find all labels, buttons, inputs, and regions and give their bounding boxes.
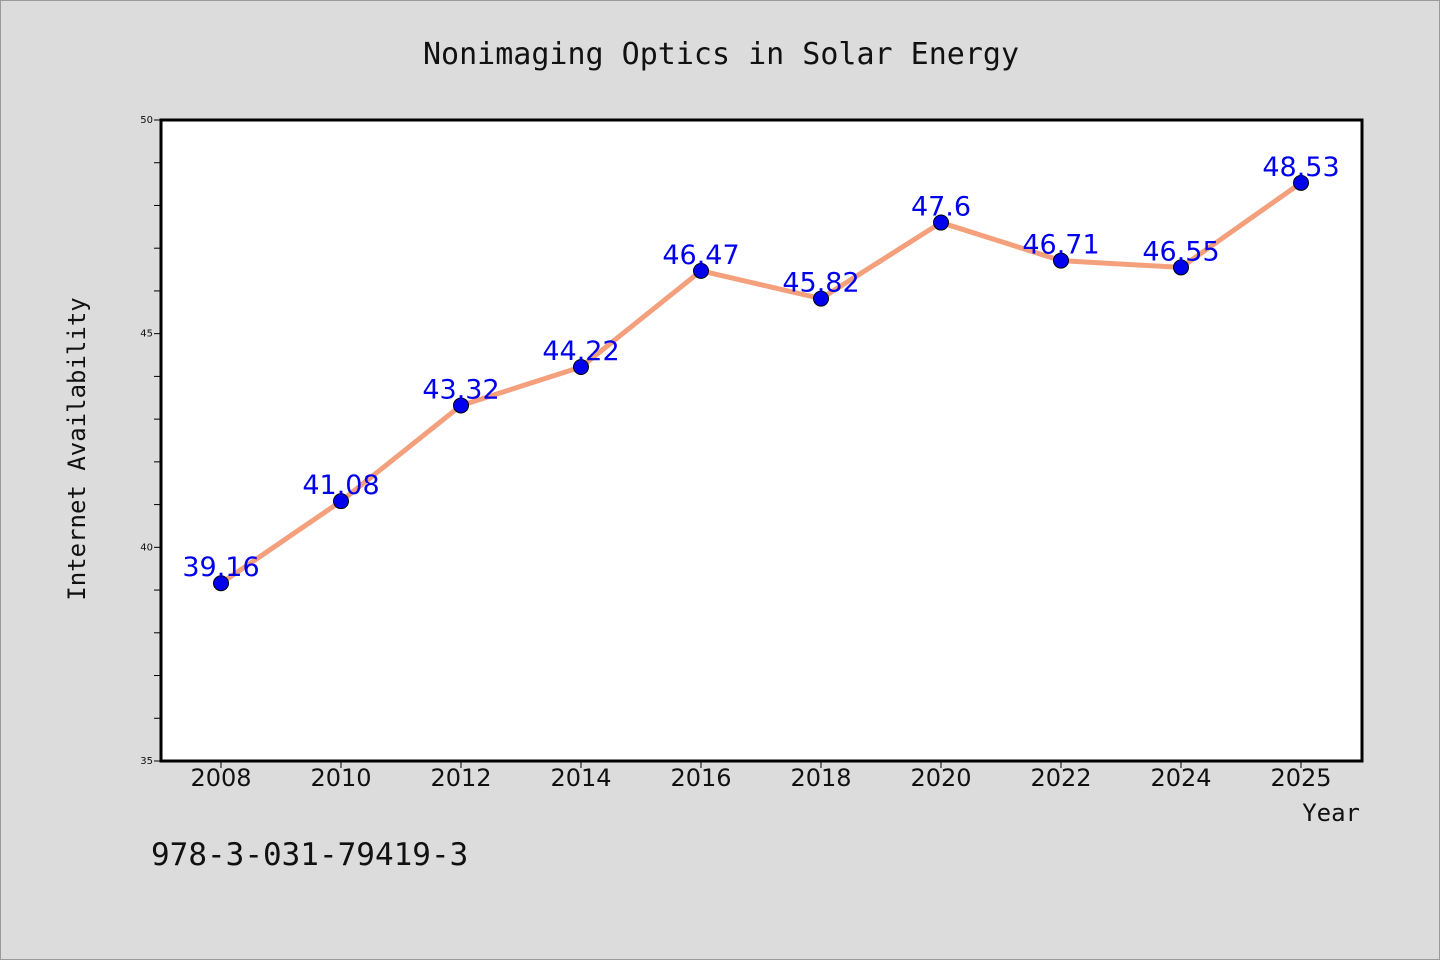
data-point-marker: [333, 493, 349, 510]
x-tick-label: 2018: [790, 764, 851, 792]
data-point-marker: [693, 262, 709, 279]
data-point-marker: [1293, 174, 1309, 191]
x-tick-label: 2008: [190, 764, 251, 792]
data-point-label: 46.47: [662, 240, 739, 271]
x-tick-label: 2016: [670, 764, 731, 792]
y-tick-label: 50: [140, 115, 153, 126]
x-tick-label: 2012: [430, 764, 491, 792]
data-point-label: 39.16: [182, 552, 259, 583]
data-point-label: 44.22: [542, 336, 619, 367]
plot-area: [159, 118, 1364, 763]
x-axis-ticks: 2008 2010 2012 2014 2016 2018 2020 2022 2024 2025: [190, 761, 1332, 792]
x-tick-label: 2020: [910, 764, 971, 792]
data-point-marker: [213, 575, 229, 592]
x-tick-label: 2014: [550, 764, 611, 792]
series-layer: 39.16 41.08 43.32 44.22 46.47 45.82 47.6 46.71 4…: [182, 152, 1340, 592]
series-line: [218, 180, 1304, 586]
x-tick-label: 2010: [310, 764, 371, 792]
data-point-marker: [933, 214, 949, 231]
y-tick-label: 45: [140, 329, 153, 340]
data-point-label: 43.32: [422, 374, 499, 405]
data-point-marker: [453, 397, 469, 414]
x-tick-label: 2022: [1030, 764, 1091, 792]
data-point-marker: [573, 358, 589, 375]
y-tick-label: 40: [140, 542, 153, 553]
data-point-label: 46.55: [1142, 236, 1219, 267]
x-tick-label: 2024: [1150, 764, 1211, 792]
data-point-label: 46.71: [1022, 230, 1099, 261]
data-point-label: 47.6: [911, 192, 971, 223]
y-tick-label: 35: [140, 756, 153, 767]
data-point-marker: [813, 290, 829, 307]
data-point-label: 48.53: [1262, 152, 1339, 183]
y-axis-label: Internet Availability: [63, 297, 91, 600]
x-axis-label: Year: [1302, 799, 1360, 827]
x-tick-label: 2025: [1270, 764, 1331, 792]
data-point-marker: [1173, 259, 1189, 276]
data-point-label: 41.08: [302, 470, 379, 501]
chart-title: Nonimaging Optics in Solar Energy: [423, 37, 1019, 72]
y-axis-ticks: 35 40 45 50: [140, 115, 161, 767]
data-point-marker: [1053, 252, 1069, 269]
data-point-label: 45.82: [782, 268, 859, 299]
isbn-footer-text: 978-3-031-79419-3: [151, 837, 468, 873]
